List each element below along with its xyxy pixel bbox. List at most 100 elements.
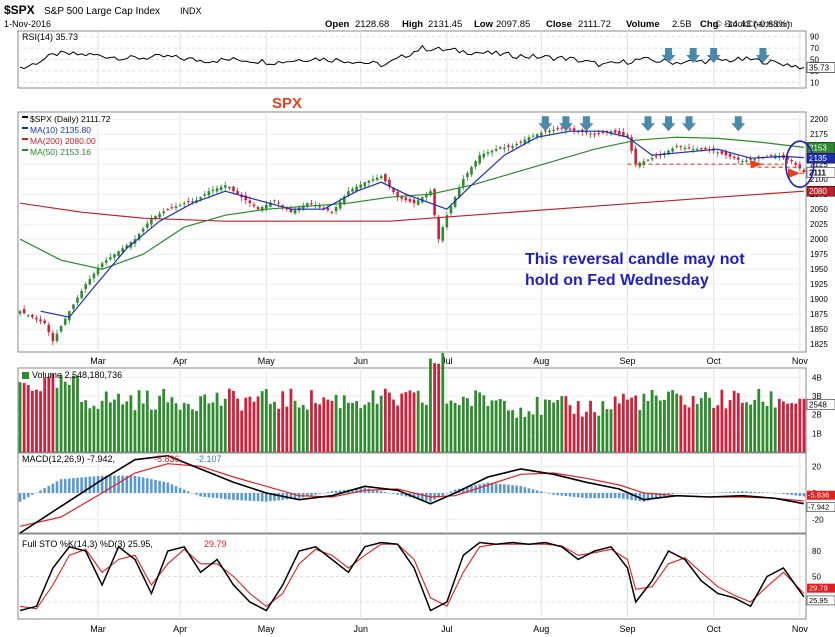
price-candle <box>732 156 736 159</box>
macd-histogram-bar <box>507 484 510 493</box>
macd-histogram-bar <box>248 493 252 501</box>
macd-current-box <box>807 490 835 500</box>
price-candle <box>26 315 30 317</box>
price-candle <box>786 157 789 160</box>
macd-histogram-bar <box>404 493 408 497</box>
volume-bar <box>342 395 346 452</box>
price-tick-label: 1875 <box>810 310 828 319</box>
volume-bar <box>663 399 666 452</box>
price-candle <box>736 157 740 160</box>
price-candle <box>59 326 63 332</box>
price-candle <box>178 204 182 206</box>
rsi-tick-label: 10 <box>810 78 819 87</box>
volume-bar <box>240 410 244 452</box>
macd-histogram-bar <box>687 493 691 494</box>
volume-bar <box>490 400 494 452</box>
macd-histogram-bar <box>552 493 555 495</box>
price-candle <box>675 146 679 148</box>
sto-current-label: 25.95 <box>809 596 828 605</box>
price-candle <box>84 284 88 289</box>
macd-histogram-bar <box>310 493 313 496</box>
macd-histogram-bar <box>581 493 584 498</box>
macd-histogram-bar <box>330 491 334 493</box>
volume-bar <box>30 390 34 452</box>
volume-bar <box>26 385 30 452</box>
price-candle <box>466 173 469 178</box>
volume-bar <box>166 402 170 452</box>
price-candle <box>691 149 695 151</box>
volume-bar <box>273 401 276 452</box>
macd-histogram-bar <box>560 493 564 496</box>
macd-histogram-bar <box>174 486 178 493</box>
price-legend-entry: MA(200) 2080.00 <box>30 136 96 146</box>
x-tick-label: Apr <box>173 356 187 366</box>
macd-histogram-bar <box>597 493 601 499</box>
price-candle <box>700 148 703 150</box>
volume-bar <box>125 401 129 452</box>
price-candle <box>18 311 22 314</box>
volume-bar <box>790 403 794 452</box>
spx-annotation: SPX <box>272 95 302 112</box>
sto-current-box <box>806 595 835 606</box>
volume-bar <box>170 397 174 452</box>
macd-histogram-bar <box>445 493 449 494</box>
price-candle <box>55 333 59 342</box>
volume-bar <box>178 409 182 452</box>
macd-histogram-bar <box>630 493 633 500</box>
price-candle <box>141 228 145 232</box>
volume-bar <box>80 401 84 452</box>
price-candle <box>503 147 506 149</box>
price-candle <box>523 139 527 144</box>
price-candle <box>154 215 157 219</box>
macd-histogram-bar <box>802 493 806 497</box>
price-candle <box>256 207 260 210</box>
macd-histogram-bar <box>18 493 22 502</box>
price-candle <box>252 204 256 207</box>
low-value: 2097.85 <box>496 19 530 30</box>
volume-bar <box>35 389 38 452</box>
macd-histogram-bar <box>786 493 789 495</box>
red-arrow-icon <box>788 168 800 179</box>
price-candle <box>667 150 670 155</box>
volume-bar <box>531 414 535 452</box>
volume-bar <box>786 403 789 452</box>
volume-bar <box>478 392 482 452</box>
price-candle <box>43 320 46 324</box>
price-candle <box>568 128 572 130</box>
x-tick-label: Aug <box>533 624 549 634</box>
chg-label: Chg <box>700 19 719 30</box>
macd-histogram-bar <box>659 493 662 498</box>
volume-bar <box>248 396 252 452</box>
volume-bar <box>314 403 317 452</box>
macd-tick-label: 20 <box>812 462 821 471</box>
macd-histogram-bar <box>605 493 609 499</box>
volume-bar <box>404 392 408 452</box>
price-candle <box>597 132 601 134</box>
price-candle <box>191 201 194 203</box>
macd-histogram-bar <box>470 486 473 493</box>
price-candle <box>379 176 383 178</box>
macd-histogram-bar <box>375 490 379 493</box>
macd-histogram-bar <box>527 488 531 493</box>
price-candle <box>622 132 625 136</box>
macd-histogram-bar <box>240 493 243 501</box>
price-candle <box>355 186 358 191</box>
price-candle <box>457 188 461 197</box>
sto-tick-label: 50 <box>812 573 821 582</box>
macd-tick-label: -20 <box>812 516 824 525</box>
macd-histogram-bar <box>667 493 670 496</box>
price-candle <box>203 194 207 196</box>
volume-bar <box>379 395 383 452</box>
macd-histogram-bar <box>367 488 371 493</box>
macd-legend: MACD(12,26,9) -7.942, <box>22 454 115 464</box>
price-candle <box>478 155 482 164</box>
volume-bar <box>207 403 211 452</box>
price-candle <box>609 131 613 134</box>
price-candle <box>769 155 773 157</box>
price-candle <box>289 208 293 213</box>
volume-bar <box>363 404 367 452</box>
volume-bar <box>433 363 436 452</box>
price-candle <box>117 251 120 256</box>
open-label: Open <box>325 19 349 30</box>
